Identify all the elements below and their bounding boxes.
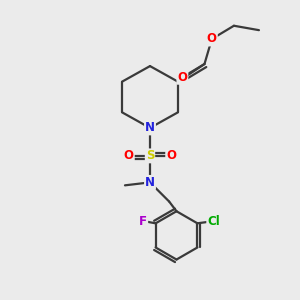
Text: F: F: [139, 215, 147, 228]
Text: O: O: [124, 149, 134, 162]
Text: O: O: [177, 71, 188, 84]
Text: O: O: [166, 149, 176, 162]
Text: O: O: [207, 32, 217, 46]
Text: N: N: [145, 176, 155, 189]
Text: S: S: [146, 149, 154, 162]
Text: N: N: [145, 122, 155, 134]
Text: Cl: Cl: [207, 215, 220, 228]
